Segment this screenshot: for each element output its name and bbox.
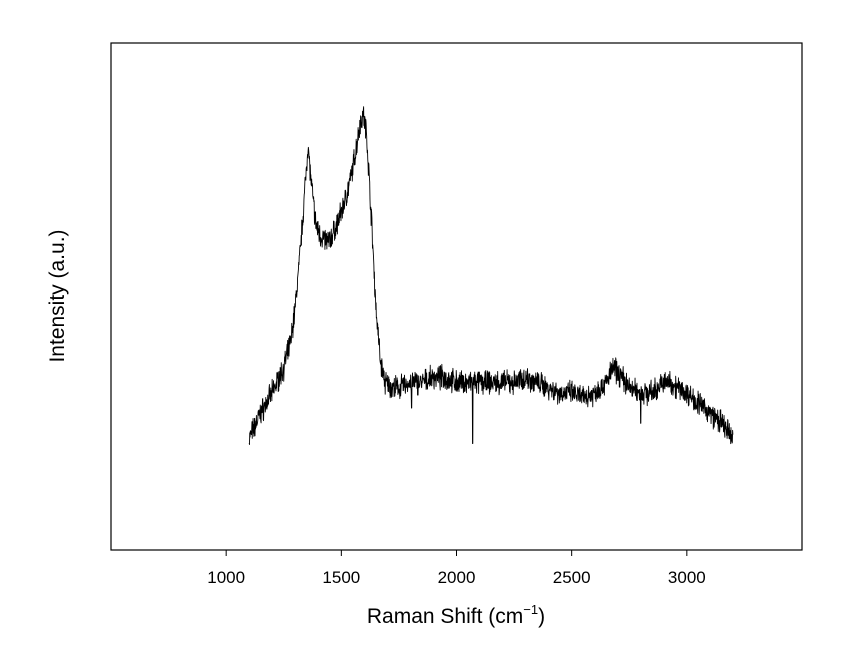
x-axis-title-suffix: ) [538, 605, 545, 628]
x-tick-label: 1000 [207, 568, 245, 587]
x-axis-ticks [225, 550, 688, 556]
x-axis-title-superscript: −1 [523, 602, 538, 617]
x-tick-label: 2000 [438, 568, 476, 587]
spectrum-line [248, 106, 734, 445]
x-tick-label: 2500 [553, 568, 591, 587]
plot-frame [110, 42, 803, 551]
x-axis-title: Raman Shift (cm−1) [367, 602, 545, 628]
x-tick-label: 1500 [322, 568, 360, 587]
x-axis-tick-labels: 1000 1500 2000 2500 3000 [207, 568, 705, 587]
x-tick-label: 3000 [668, 568, 706, 587]
y-axis-title: Intensity (a.u.) [46, 229, 69, 362]
